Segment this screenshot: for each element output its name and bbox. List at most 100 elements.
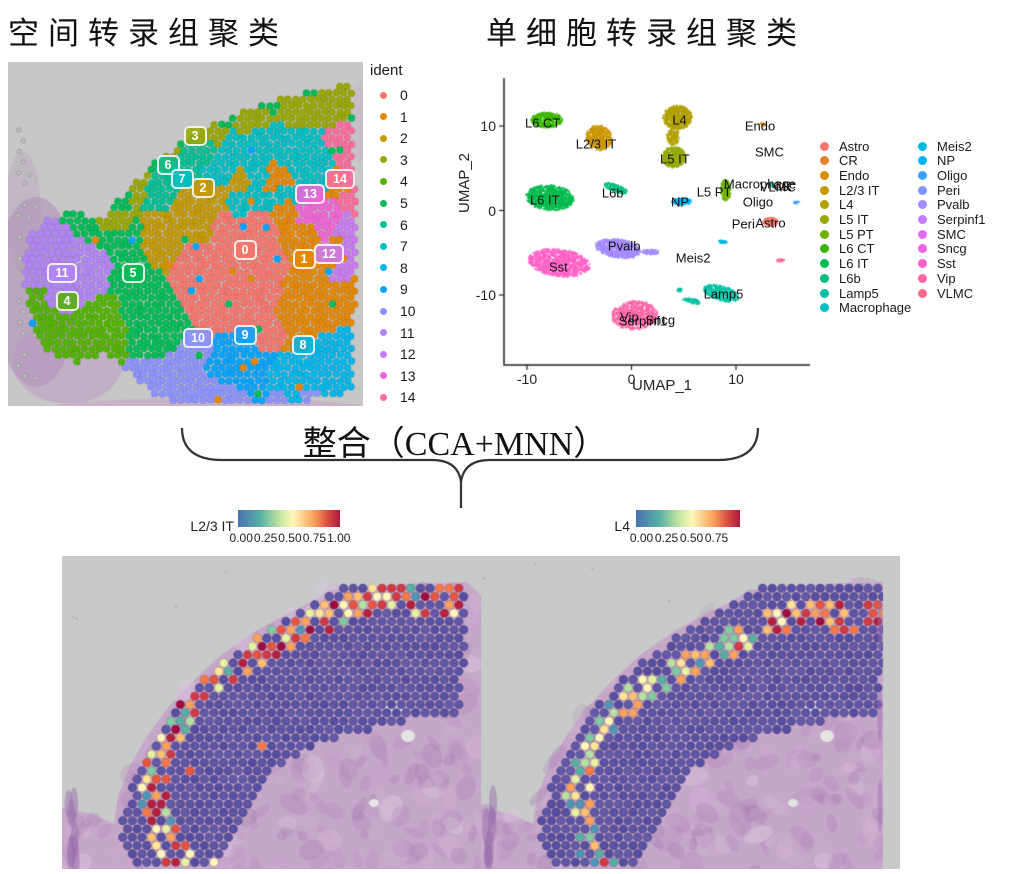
- umap-y-tick: 0: [488, 202, 496, 219]
- umap-cluster-label-Peri: Peri: [731, 216, 755, 232]
- legend-item-Serpinf1: Serpinf1: [918, 212, 985, 227]
- legend-label: Sncg: [937, 241, 967, 257]
- legend-dot: [918, 185, 927, 195]
- umap-x-axis-label: UMAP_1: [632, 377, 693, 394]
- cluster-badge-2: 2: [191, 178, 215, 198]
- spatial-title: 空间转录组聚类: [8, 16, 288, 51]
- legend-dot: [918, 170, 927, 180]
- umap-cluster-label-Macrophage: Macrophage: [723, 176, 797, 192]
- celltype-legend: Astro CR Endo L2/3 IT L4 L5 IT L5 PT L6 CT L6 IT…: [820, 139, 1015, 324]
- legend-label: L6 IT: [839, 256, 869, 272]
- ident-legend-item-2: 2: [366, 128, 408, 148]
- legend-item-NP: NP: [918, 153, 955, 168]
- umap-cluster-label-Oligo: Oligo: [742, 194, 774, 210]
- legend-dot: [918, 259, 927, 269]
- legend-item-L4: L4: [820, 197, 853, 212]
- umap-cluster-label-Pvalb: Pvalb: [607, 238, 641, 254]
- legend-dot: [918, 288, 927, 298]
- ident-legend-item-11: 11: [366, 323, 415, 343]
- legend-item-Oligo: Oligo: [918, 167, 968, 183]
- legend-dot: [918, 244, 927, 254]
- ident-legend-item-12: 12: [366, 344, 416, 364]
- legend-item-VLMC: VLMC: [918, 285, 974, 301]
- legend-item-Macrophage: Macrophage: [820, 300, 911, 315]
- legend-item-Sncg: Sncg: [918, 241, 967, 257]
- umap-cluster-label-Astro: Astro: [755, 215, 786, 231]
- umap-y-tick: -10: [475, 287, 496, 303]
- ident-legend-dot: [380, 285, 387, 293]
- umap-cluster-label-L6b: L6b: [601, 185, 624, 201]
- ident-legend-label: 0: [400, 87, 408, 103]
- feature-map-l4: [481, 556, 900, 869]
- legend-label: L6 CT: [839, 241, 875, 257]
- umap-cluster-label-L5IT: L5 IT: [660, 151, 690, 167]
- umap-cluster-label-Meis2: Meis2: [675, 250, 711, 266]
- legend-label: Lamp5: [839, 285, 879, 301]
- colorbar-ticks: 0.00 0.25 0.50 0.75: [629, 531, 729, 545]
- legend-item-CR: CR: [820, 153, 858, 168]
- ident-legend-dot: [380, 307, 387, 315]
- ident-legend-item-7: 7: [366, 236, 408, 256]
- ident-legend-label: 12: [400, 346, 416, 363]
- cluster-badge-12: 12: [314, 244, 344, 264]
- legend-item-Pvalb: Pvalb: [918, 197, 970, 212]
- cluster-badge-0: 0: [233, 240, 257, 260]
- cluster-badge-9: 9: [233, 325, 257, 345]
- umap-cluster-label-Vip: Vip: [620, 309, 639, 325]
- colorbar-tick: 0.25: [654, 531, 679, 545]
- umap-cluster-label-VLMC: VLMC: [759, 179, 796, 195]
- ident-legend-label: 9: [400, 281, 408, 298]
- ident-legend-item-6: 6: [366, 215, 408, 235]
- legend-label: Meis2: [937, 138, 972, 154]
- cluster-badge-1: 1: [292, 249, 316, 269]
- ident-legend-item-10: 10: [366, 301, 416, 321]
- ident-legend-label: 14: [400, 389, 416, 406]
- legend-label: VLMC: [937, 285, 974, 301]
- cluster-badge-11: 11: [47, 263, 77, 283]
- colorbar-tick: 0.00: [229, 531, 253, 545]
- legend-label: Peri: [937, 182, 961, 198]
- cluster-badge-5: 5: [121, 263, 145, 283]
- legend-label: Sst: [937, 256, 956, 272]
- umap-cluster-label-L5PT: L5 PT: [696, 184, 732, 200]
- legend-dot: [820, 303, 829, 313]
- umap-panel: L6 CT L2/3 IT L4 L5 IT Endo SMC L6 IT L6b NP L5 P…: [456, 65, 815, 400]
- legend-item-Vip: Vip: [918, 271, 956, 286]
- ident-legend-title: ident: [370, 62, 403, 79]
- legend-item-L6b: L6b: [820, 271, 861, 286]
- legend-dot: [820, 273, 829, 283]
- legend-label: L2/3 IT: [839, 182, 880, 198]
- cluster-badge-14: 14: [325, 169, 355, 189]
- ident-legend-dot: [380, 113, 387, 121]
- legend-label: Oligo: [937, 167, 968, 183]
- ident-legend-item-0: 0: [366, 85, 408, 105]
- umap-cluster-label-Serpinf1: Serpinf1: [618, 313, 668, 329]
- ident-legend-label: 11: [400, 324, 415, 341]
- legend-item-SMC: SMC: [918, 227, 966, 242]
- colorbar-tick: 0.00: [629, 531, 654, 545]
- legend-item-Astro: Astro: [820, 139, 869, 154]
- ident-legend-item-3: 3: [366, 150, 408, 170]
- ident-legend-label: 6: [400, 216, 408, 233]
- ident-legend-dot: [380, 350, 387, 358]
- integration-label: 整合（CCA+MNN）: [302, 426, 608, 463]
- legend-dot: [820, 259, 829, 269]
- umap-x-tick: 10: [728, 371, 744, 387]
- legend-dot: [820, 288, 829, 298]
- legend-item-Sst: Sst: [918, 256, 956, 272]
- ident-legend-dot: [380, 199, 387, 207]
- ident-legend-label: 2: [400, 130, 408, 147]
- umap-cluster-label-Endo: Endo: [744, 118, 776, 134]
- cluster-badge-8: 8: [291, 335, 315, 355]
- umap-x-tick: -10: [516, 371, 538, 387]
- legend-dot: [820, 200, 829, 210]
- umap-cluster-label-Sncg: Sncg: [645, 312, 676, 327]
- legend-item-L5IT: L5 IT: [820, 212, 869, 227]
- cluster-badge-3: 3: [183, 126, 207, 146]
- ident-legend-label: 10: [400, 303, 416, 319]
- umap-cluster-label-L6CT: L6 CT: [524, 115, 561, 131]
- umap-y-axis-label: UMAP_2: [456, 152, 473, 213]
- legend-dot: [820, 141, 829, 151]
- ident-legend-item-9: 9: [366, 279, 408, 299]
